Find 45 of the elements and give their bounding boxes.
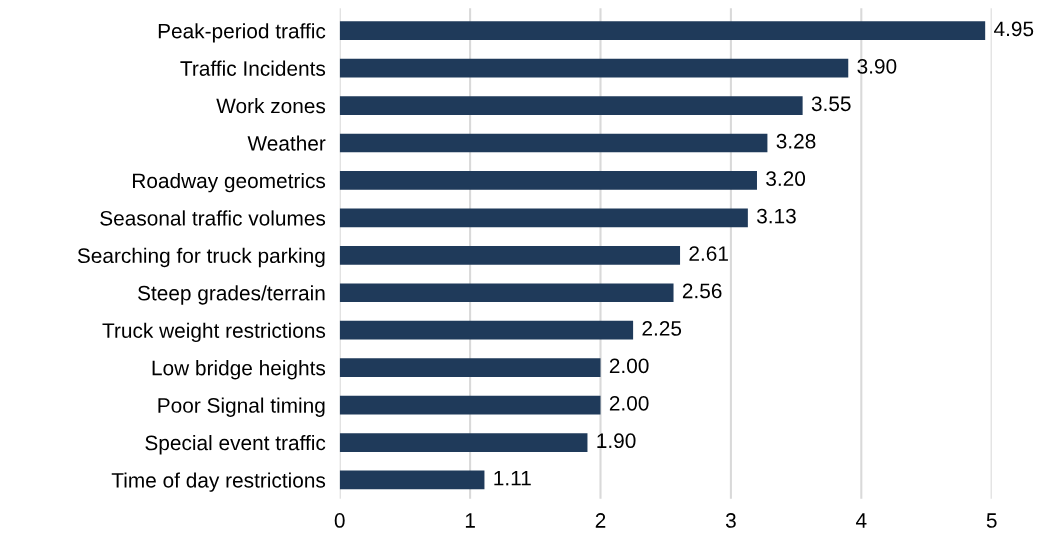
y-tick-label: Special event traffic: [145, 434, 326, 455]
y-tick-label: Peak-period traffic: [158, 23, 326, 43]
data-label: 3.90: [857, 58, 897, 74]
data-label: 3.13: [756, 208, 796, 224]
bar: [339, 21, 986, 41]
x-tick-label: 4: [855, 513, 867, 528]
x-tick-label: 5: [986, 513, 997, 528]
y-tick-label: Traffic Incidents: [180, 60, 326, 76]
y-tick-label: Weather: [247, 135, 326, 151]
y-tick-label: Steep grades/terrain: [138, 285, 325, 305]
x-tick-label: 3: [725, 513, 736, 528]
y-tick-label: Low bridge heights: [152, 360, 326, 380]
bar: [339, 96, 803, 115]
y-tick-label: Work zones: [216, 98, 326, 114]
data-label: 2.00: [609, 358, 649, 374]
data-label: 4.95: [993, 21, 1034, 37]
y-tick-label: Truck weight restrictions: [102, 322, 326, 343]
bar: [339, 208, 748, 228]
bar: [339, 133, 768, 153]
bar: [339, 58, 849, 78]
bar: [339, 283, 674, 303]
y-tick-label: Poor Signal timing: [158, 397, 325, 417]
data-label: 1.11: [494, 471, 531, 486]
x-tick-label: 1: [465, 513, 475, 528]
data-label: 2.00: [609, 395, 649, 411]
data-label: 2.25: [642, 321, 682, 336]
bar: [339, 245, 681, 265]
data-label: 1.90: [597, 433, 636, 449]
y-tick-label: Seasonal traffic volumes: [100, 210, 326, 226]
bar: [339, 470, 485, 490]
bar: [339, 395, 601, 415]
y-tick-label: Searching for truck parking: [77, 247, 325, 268]
y-tick-label: Time of day restrictions: [111, 472, 326, 492]
bar: [339, 320, 634, 340]
data-label: 2.56: [682, 283, 722, 299]
data-label: 2.61: [689, 246, 728, 261]
x-tick-label: 0: [334, 513, 345, 528]
data-label: 3.55: [811, 96, 851, 112]
data-label: 3.20: [766, 171, 806, 187]
bar: [339, 171, 757, 190]
bar: [339, 358, 601, 377]
bar: [339, 433, 588, 452]
x-tick-label: 2: [595, 513, 606, 528]
data-label: 3.28: [776, 133, 816, 149]
y-tick-label: Roadway geometrics: [133, 172, 326, 193]
